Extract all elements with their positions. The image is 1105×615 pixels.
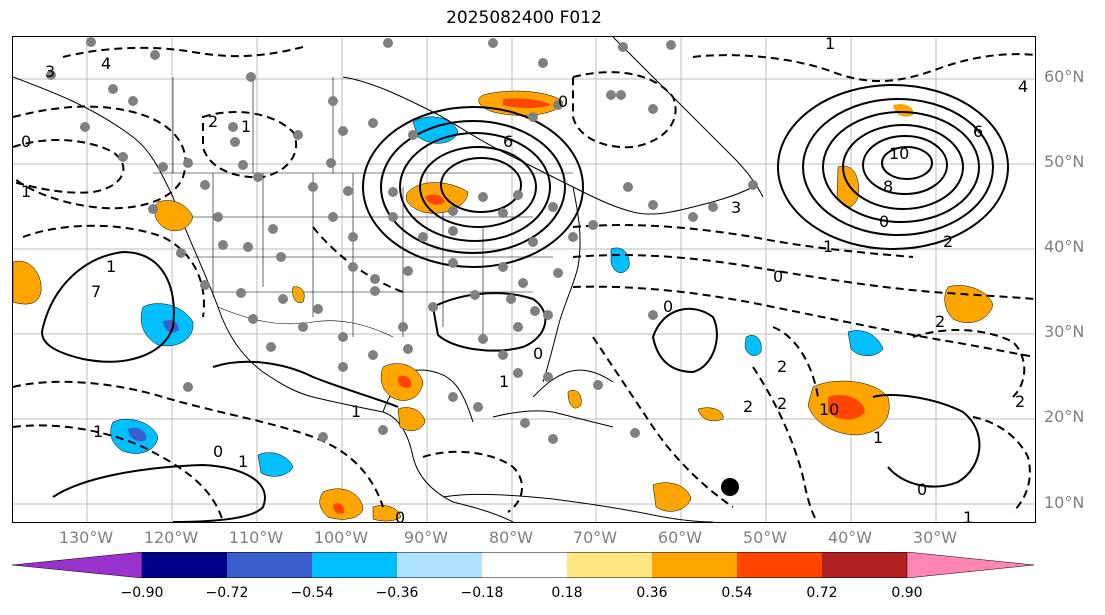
- lon-label: 100°W: [313, 528, 369, 547]
- contour-label: 0: [663, 297, 673, 316]
- contour-label: 2: [208, 112, 218, 131]
- contour-label: 1: [823, 237, 833, 256]
- colorbar-tick: 0.36: [636, 585, 668, 601]
- lon-label: 90°W: [403, 528, 449, 547]
- contour-label: 2: [943, 232, 953, 251]
- colorbar-tick: −0.72: [205, 585, 249, 601]
- storm-marker: [721, 478, 739, 496]
- contour-label: 1: [499, 372, 509, 391]
- colorbar-segment: [567, 552, 652, 578]
- lon-label: 120°W: [143, 528, 199, 547]
- contour-label: 0: [213, 442, 223, 461]
- colorbar-tick: 0.54: [721, 585, 753, 601]
- lon-label: 40°W: [827, 528, 873, 547]
- colorbar-segment: [482, 552, 567, 578]
- map-panel: 3 4 2 0 1 1 6 0 10 8 0 1 3 1 0 2 2 1 7 0…: [12, 36, 1036, 523]
- solid-contours: [41, 84, 1009, 522]
- colorbar-segment: [312, 552, 397, 578]
- lat-label: 10°N: [1044, 493, 1085, 512]
- contour-label: 0: [533, 344, 543, 363]
- colorbar-segment: [142, 552, 227, 578]
- contour-label: 0: [917, 480, 927, 499]
- contour-label: 10: [819, 400, 839, 419]
- lon-label: 60°W: [657, 528, 703, 547]
- colorbar-tick: 0.18: [551, 585, 583, 601]
- contour-label: 0: [21, 132, 31, 151]
- contour-label: 1: [873, 428, 883, 447]
- colorbar-tick: −0.90: [120, 585, 164, 601]
- contour-label: 3: [45, 62, 55, 81]
- dashed-contours: [13, 46, 1035, 522]
- colorbar-tick: −0.54: [290, 585, 334, 601]
- contour-label: 2: [777, 357, 787, 376]
- contour-label: 6: [973, 122, 983, 141]
- colorbar-segment: [397, 552, 482, 578]
- contour-label: 1: [825, 37, 835, 53]
- lat-label: 20°N: [1044, 407, 1085, 426]
- colorbar-tick: 0.90: [891, 585, 923, 601]
- map-title: 2025082400 F012: [446, 8, 602, 28]
- contour-label: 4: [1018, 77, 1028, 96]
- colorbar-tick: −0.18: [460, 585, 504, 601]
- contour-label: 0: [395, 508, 405, 522]
- lon-label: 30°W: [912, 528, 958, 547]
- contour-label: 2: [743, 397, 753, 416]
- colorbar-tick: −0.36: [375, 585, 419, 601]
- lon-label: 50°W: [742, 528, 788, 547]
- contour-label: 8: [883, 177, 893, 196]
- contour-label: 0: [879, 212, 889, 231]
- lon-label: 80°W: [488, 528, 534, 547]
- contour-label: 3: [731, 198, 741, 217]
- contour-label: 10: [889, 144, 909, 163]
- lon-label: 70°W: [572, 528, 618, 547]
- contour-label: 1: [351, 402, 361, 421]
- shaded-anomalies: [13, 90, 994, 522]
- colorbar-tick: 0.72: [806, 585, 838, 601]
- colorbar-segment: [737, 552, 822, 578]
- lon-label: 130°W: [58, 528, 114, 547]
- colorbar-segment: [652, 552, 737, 578]
- contour-label: 4: [101, 54, 111, 73]
- contour-label: 0: [773, 267, 783, 286]
- contour-label: 6: [503, 132, 513, 151]
- map-canvas: 3 4 2 0 1 1 6 0 10 8 0 1 3 1 0 2 2 1 7 0…: [13, 37, 1035, 522]
- colorbar-segment: [822, 552, 907, 578]
- contour-label: 1: [238, 452, 248, 471]
- contour-label: 2: [935, 312, 945, 331]
- contour-label: 1: [21, 182, 31, 201]
- station-dots: [46, 37, 758, 444]
- contour-label: 0: [558, 92, 568, 111]
- colorbar-segment: [227, 552, 312, 578]
- colorbar-segment: [906, 552, 1035, 578]
- contour-label: 1: [963, 508, 973, 522]
- lat-label: 40°N: [1044, 237, 1085, 256]
- lat-label: 50°N: [1044, 152, 1085, 171]
- lat-label: 60°N: [1044, 67, 1085, 86]
- lon-label: 110°W: [228, 528, 284, 547]
- contour-label: 2: [777, 394, 787, 413]
- contour-labels: 3 4 2 0 1 1 6 0 10 8 0 1 3 1 0 2 2 1 7 0…: [21, 37, 1028, 522]
- lat-label: 30°N: [1044, 322, 1085, 341]
- contour-label: 1: [106, 257, 116, 276]
- contour-label: 1: [93, 422, 103, 441]
- contour-label: 1: [241, 117, 251, 136]
- borders: [153, 77, 573, 338]
- contour-label: 2: [1015, 392, 1025, 411]
- colorbar-segment: [12, 552, 143, 578]
- contour-label: 7: [91, 282, 101, 301]
- colorbar: [12, 552, 1035, 578]
